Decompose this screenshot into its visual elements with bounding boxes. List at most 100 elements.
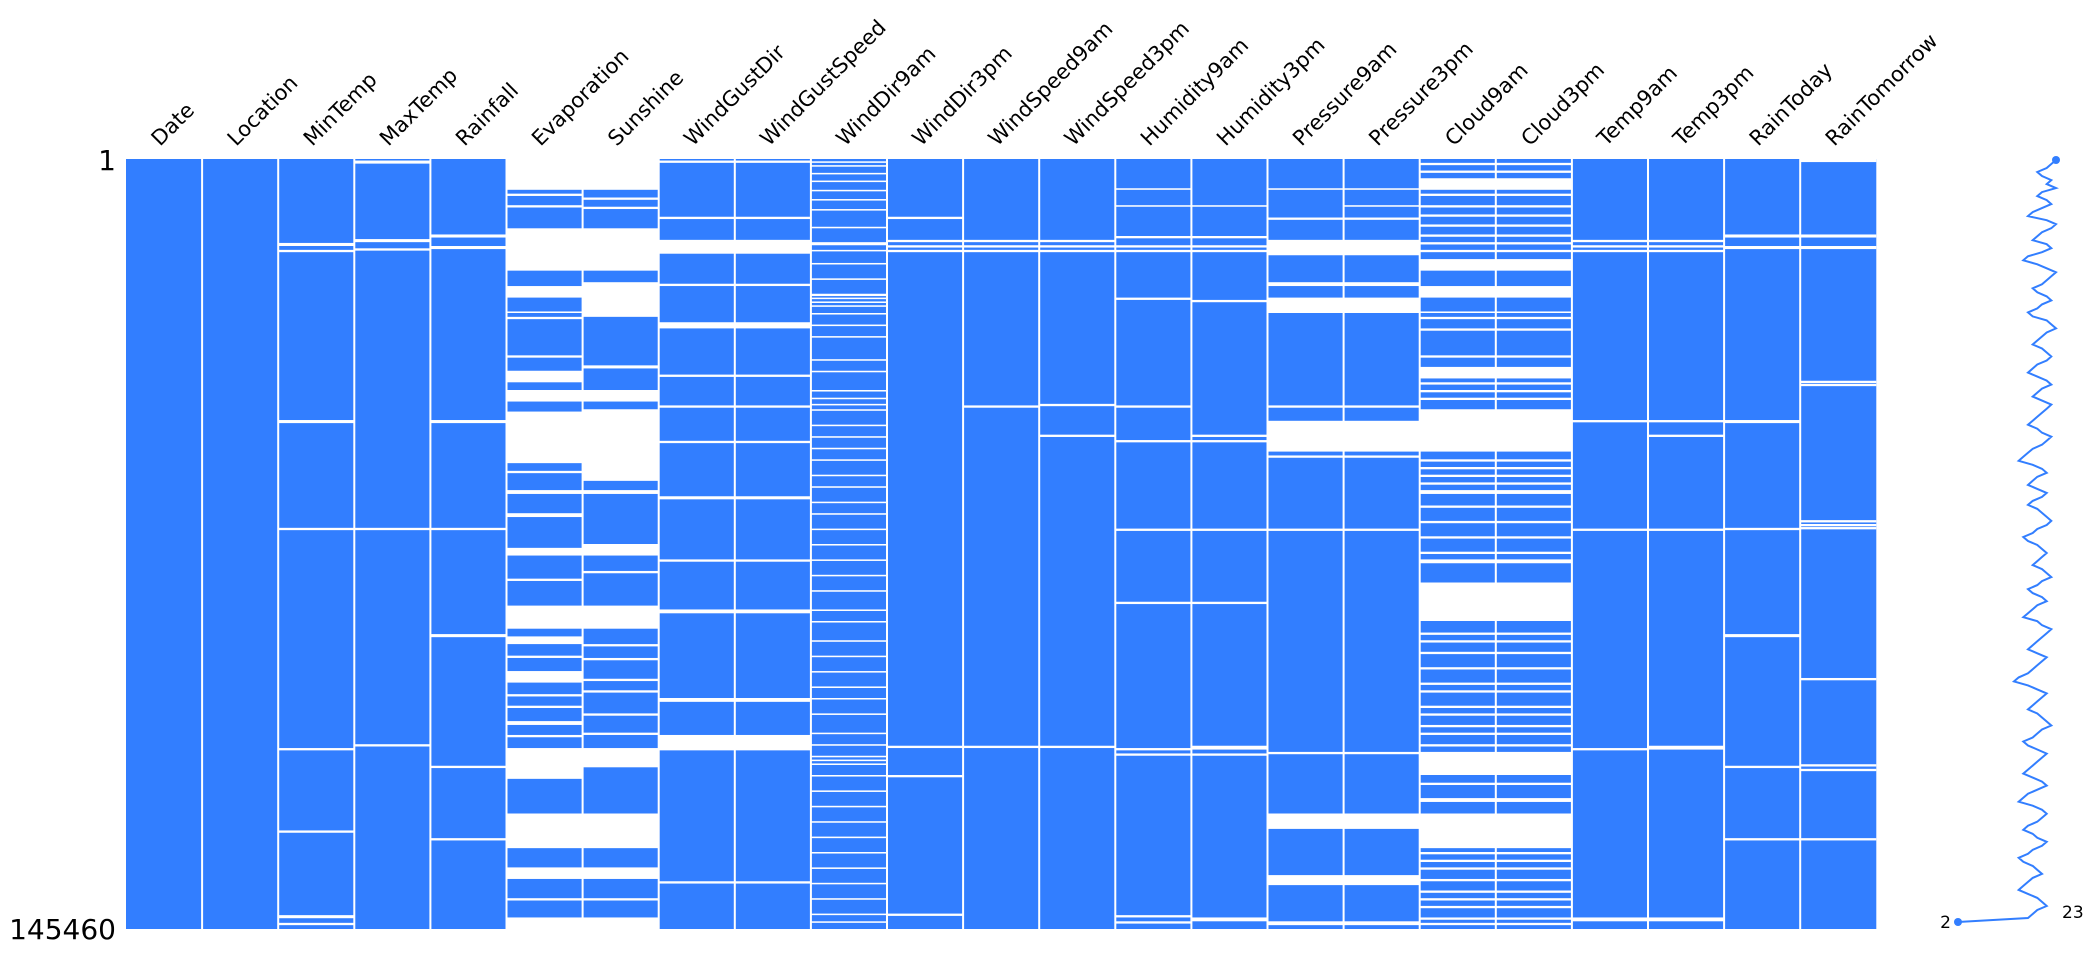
missing-band-temp9am-2	[1571, 249, 1648, 253]
missing-band-cloud9am-12	[1419, 311, 1496, 313]
missing-band-winddir9am-61	[810, 921, 887, 923]
missing-band-cloud3pm-8	[1495, 242, 1572, 245]
missing-band-humidity9am-6	[1115, 405, 1192, 408]
missing-band-winddir9am-50	[810, 763, 887, 765]
missing-band-windgustspeed-12	[734, 734, 811, 751]
missing-band-winddir9am-59	[810, 898, 887, 900]
missing-band-winddir9am-35	[810, 559, 887, 561]
missing-band-temp3pm-4	[1648, 434, 1725, 437]
missing-band-humidity3pm-6	[1191, 440, 1268, 443]
missing-band-cloud9am-47	[1419, 852, 1496, 855]
missing-band-winddir9am-26	[810, 436, 887, 438]
missing-band-cloud9am-25	[1419, 490, 1496, 494]
missing-band-cloud3pm-44	[1495, 782, 1572, 786]
missing-band-humidity3pm-7	[1191, 528, 1268, 531]
missing-band-cloud3pm-7	[1495, 234, 1572, 237]
missing-band-cloud3pm-36	[1495, 682, 1572, 685]
missing-band-cloud9am-15	[1419, 355, 1496, 358]
missing-band-rainfall-2	[430, 420, 507, 424]
missing-band-cloud9am-28	[1419, 536, 1496, 539]
missing-band-cloud3pm-12	[1495, 311, 1572, 313]
missing-band-pressure3pm-1	[1343, 205, 1420, 207]
missing-band-temp9am-1	[1571, 245, 1648, 248]
missing-band-cloud3pm-25	[1495, 490, 1572, 494]
missing-band-cloud3pm-24	[1495, 482, 1572, 485]
column-label-rainfall: Rainfall	[451, 78, 523, 150]
missing-band-sunshine-10	[582, 570, 659, 574]
missing-band-cloud3pm-37	[1495, 690, 1572, 693]
missing-band-winddir9am-41	[810, 655, 887, 658]
missing-band-winddir9am-22	[810, 397, 887, 400]
missing-band-sunshine-12	[582, 644, 659, 647]
missing-band-windgustdir-10	[658, 609, 735, 614]
missing-band-cloud9am-49	[1419, 867, 1496, 870]
missing-band-pressure3pm-12	[1343, 875, 1420, 886]
missing-band-evaporation-26	[506, 867, 583, 879]
missing-band-cloud3pm-5	[1495, 214, 1572, 217]
missing-band-raintomorrow-7	[1800, 527, 1877, 530]
missing-band-sunshine-19	[582, 813, 659, 849]
missing-band-pressure3pm-9	[1343, 528, 1420, 531]
missing-band-windgustspeed-2	[734, 239, 811, 254]
missing-band-evaporation-12	[506, 490, 583, 494]
missing-band-cloud9am-20	[1419, 409, 1496, 452]
missing-band-windspeed3pm-4	[1039, 434, 1116, 437]
column-pressure3pm-present	[1343, 159, 1420, 929]
missing-band-evaporation-6	[506, 316, 583, 320]
missing-band-raintomorrow-1	[1800, 234, 1877, 238]
missing-band-windgustspeed-11	[734, 698, 811, 702]
missing-band-cloud9am-23	[1419, 474, 1496, 478]
missing-band-winddir9am-20	[810, 370, 887, 373]
missing-band-evaporation-10	[506, 411, 583, 464]
missing-band-cloud9am-29	[1419, 551, 1496, 555]
column-date-present	[126, 159, 203, 929]
missing-band-cloud3pm-6	[1495, 224, 1572, 227]
missing-band-windgustdir-12	[658, 734, 735, 751]
missing-band-cloud9am-34	[1419, 651, 1496, 655]
missing-band-sunshine-22	[582, 917, 659, 929]
missing-band-raintomorrow-4	[1800, 383, 1877, 387]
missing-band-evaporation-5	[506, 311, 583, 313]
missing-band-winddir3pm-3	[887, 249, 964, 253]
sparkline-min-label: 2	[1940, 913, 1951, 933]
missing-band-cloud3pm-20	[1495, 409, 1572, 452]
missing-band-evaporation-3	[506, 228, 583, 271]
missing-band-cloud3pm-21	[1495, 459, 1572, 462]
missing-band-cloud3pm-53	[1495, 905, 1572, 909]
missing-band-raintoday-3	[1724, 527, 1801, 531]
missing-band-evaporation-18	[506, 655, 583, 658]
missing-band-cloud9am-55	[1419, 922, 1496, 926]
missing-band-cloud9am-45	[1419, 798, 1496, 802]
missing-band-windspeed9am-4	[963, 745, 1040, 749]
missing-band-evaporation-2	[506, 205, 583, 208]
missing-band-cloud9am-39	[1419, 713, 1496, 716]
missing-band-winddir9am-16	[810, 313, 887, 315]
missing-band-winddir9am-39	[810, 621, 887, 623]
row-label-first: 1	[98, 144, 116, 177]
matrix-area	[126, 159, 1877, 929]
missing-band-cloud9am-52	[1419, 898, 1496, 901]
missing-band-humidity9am-12	[1115, 915, 1192, 918]
missing-band-cloud9am-41	[1419, 732, 1496, 735]
missing-band-pressure9am-4	[1267, 297, 1344, 313]
missing-band-sunshine-17	[582, 732, 659, 735]
row-label-last: 145460	[9, 913, 116, 946]
missing-band-cloud9am-5	[1419, 214, 1496, 217]
missing-band-humidity3pm-2	[1191, 245, 1268, 248]
missing-band-sunshine-7	[582, 409, 659, 481]
missing-band-humidity3pm-8	[1191, 601, 1268, 605]
missing-band-sunshine-9	[582, 544, 659, 556]
missing-band-windgustspeed-10	[734, 609, 811, 614]
missing-band-winddir9am-29	[810, 474, 887, 477]
missing-band-evaporation-1	[506, 193, 583, 196]
column-pressure9am-present	[1267, 159, 1344, 929]
missing-band-cloud3pm-50	[1495, 878, 1572, 882]
missing-band-humidity9am-4	[1115, 249, 1192, 253]
missing-band-winddir9am-25	[810, 424, 887, 427]
missing-band-pressure9am-7	[1267, 455, 1344, 458]
missing-band-sunshine-2	[582, 206, 659, 210]
missing-band-windgustspeed-3	[734, 283, 811, 287]
missing-band-temp3pm-3	[1648, 420, 1725, 423]
missing-band-raintomorrow-3	[1800, 380, 1877, 384]
